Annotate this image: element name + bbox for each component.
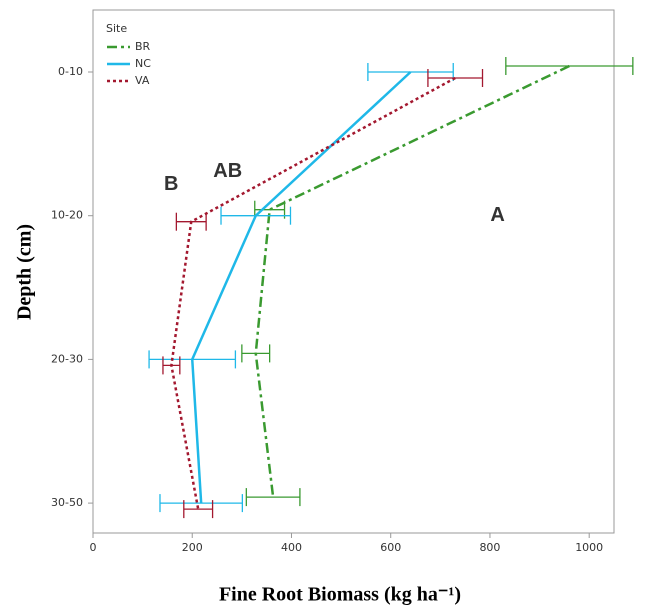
annotation: AB bbox=[213, 160, 242, 182]
x-tick-label: 200 bbox=[182, 541, 203, 554]
y-tick-label: 30-50 bbox=[51, 496, 83, 509]
x-axis-title: Fine Root Biomass (kg ha⁻¹) bbox=[219, 584, 461, 606]
annotation: B bbox=[164, 173, 178, 195]
legend-label: VA bbox=[135, 74, 150, 87]
x-tick-label: 800 bbox=[479, 541, 500, 554]
series-line bbox=[190, 71, 412, 504]
y-axis-title: Depth (cm) bbox=[14, 224, 36, 320]
x-tick-label: 0 bbox=[90, 541, 97, 554]
y-tick-label: 10-20 bbox=[51, 209, 83, 222]
x-tick-label: 1000 bbox=[575, 541, 603, 554]
annotation: A bbox=[490, 204, 504, 226]
legend-label: BR bbox=[135, 40, 151, 53]
legend-title: Site bbox=[106, 22, 127, 35]
series-line bbox=[254, 64, 570, 498]
x-tick-label: 400 bbox=[281, 541, 302, 554]
legend-label: NC bbox=[135, 57, 151, 70]
y-tick-label: 0-10 bbox=[58, 65, 83, 78]
plot-frame bbox=[92, 9, 615, 534]
series-line bbox=[170, 76, 456, 510]
y-tick-label: 20-30 bbox=[51, 352, 83, 365]
x-tick-label: 600 bbox=[380, 541, 401, 554]
